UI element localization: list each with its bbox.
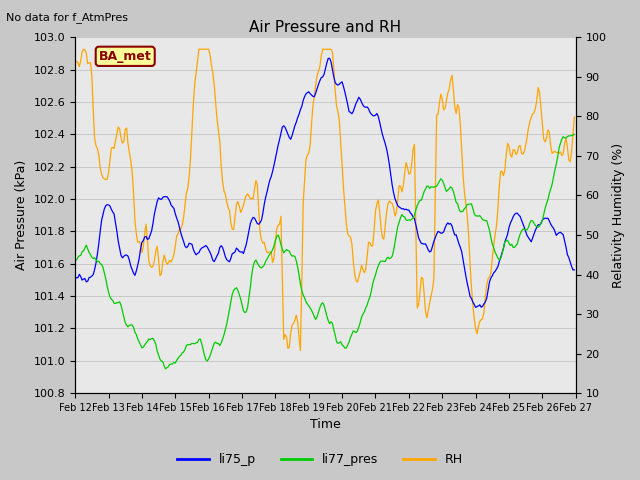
Text: No data for f_AtmPres: No data for f_AtmPres [6,12,129,23]
X-axis label: Time: Time [310,419,341,432]
Y-axis label: Relativity Humidity (%): Relativity Humidity (%) [612,143,625,288]
Text: BA_met: BA_met [99,50,152,63]
Title: Air Pressure and RH: Air Pressure and RH [250,20,401,35]
Y-axis label: Air Pressure (kPa): Air Pressure (kPa) [15,160,28,270]
Legend: li75_p, li77_pres, RH: li75_p, li77_pres, RH [172,448,468,471]
